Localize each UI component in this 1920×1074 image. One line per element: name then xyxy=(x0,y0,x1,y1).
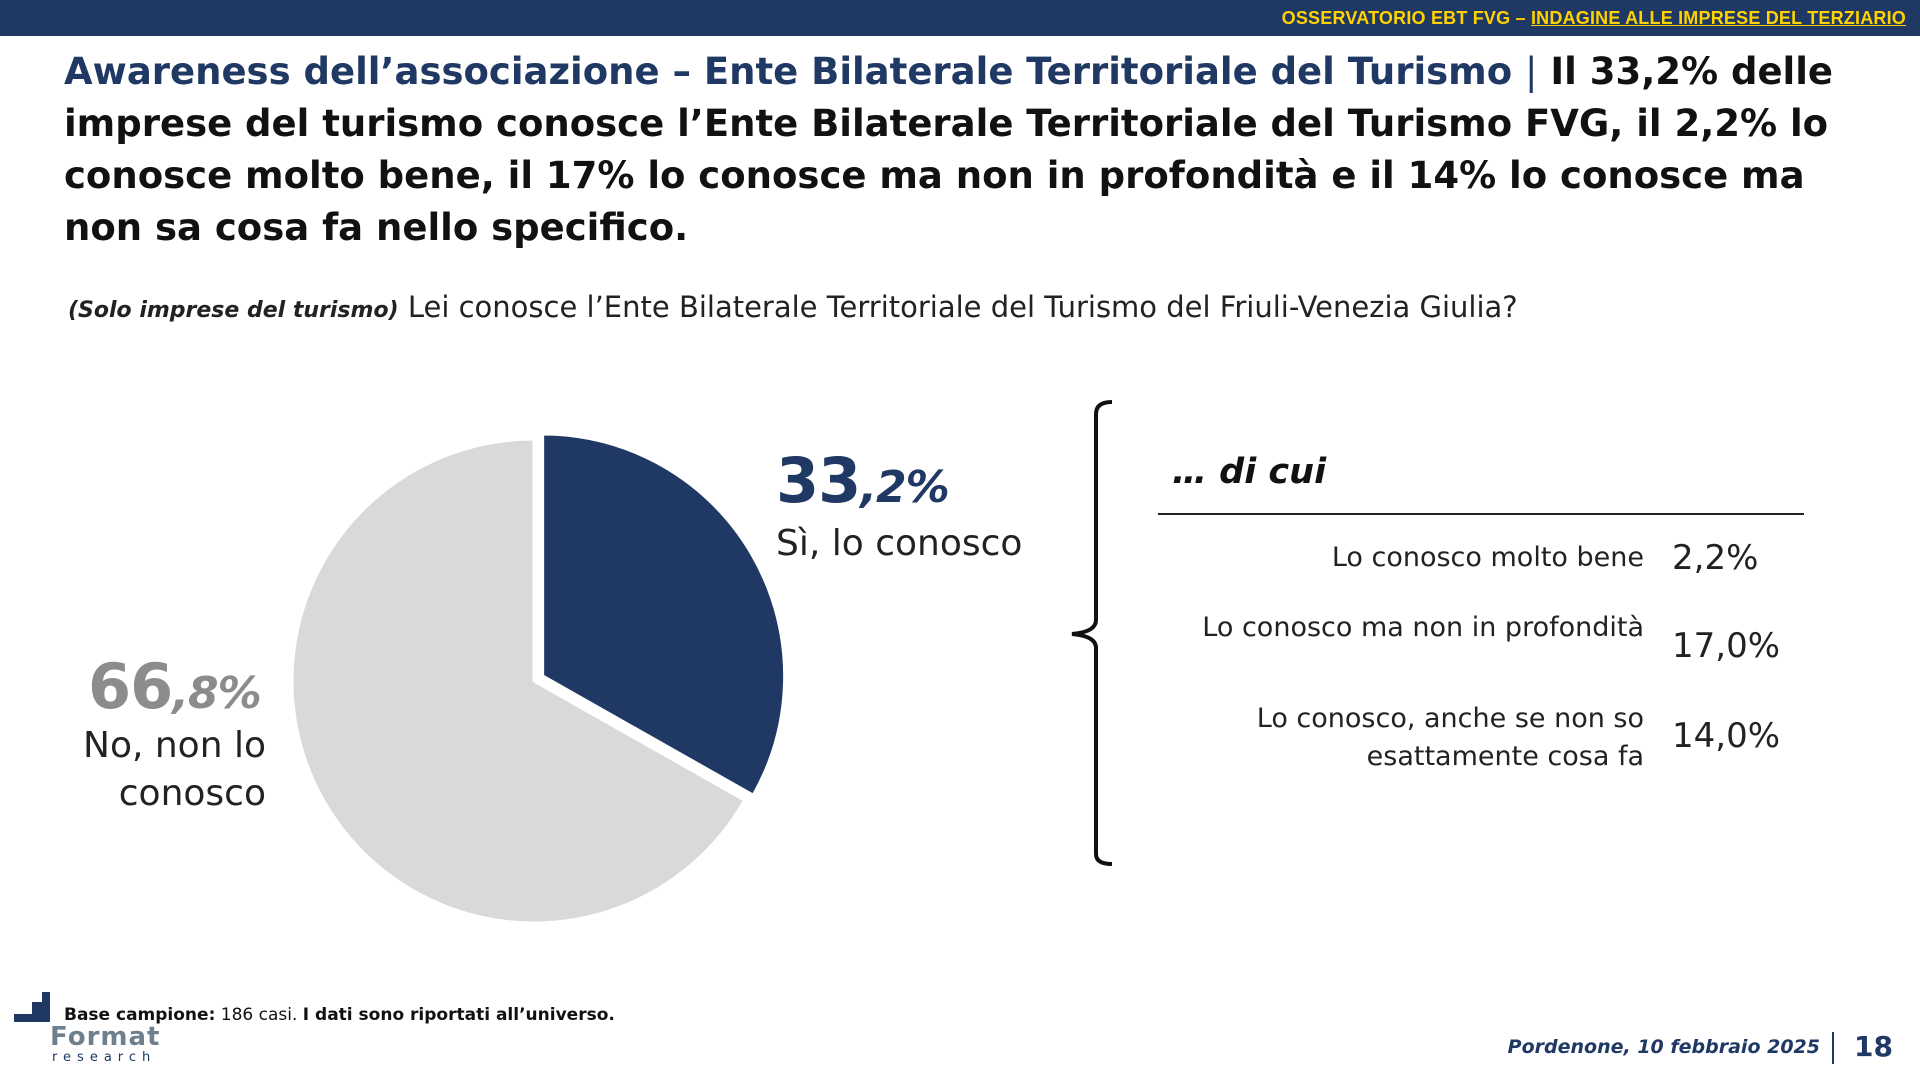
curly-brace xyxy=(1071,400,1113,866)
yes-label: Sì, lo conosco xyxy=(776,523,1023,564)
question-text: Lei conosce l’Ente Bilaterale Territoria… xyxy=(407,290,1518,324)
no-percentage-int: 66 xyxy=(88,650,173,723)
breakdown-label-1: Lo conosco molto bene xyxy=(1331,542,1644,573)
title-highlight: Awareness dell’associazione – Ente Bilat… xyxy=(64,50,1513,93)
logo-subtitle: research xyxy=(52,1050,157,1065)
no-label: No, non lo conosco xyxy=(83,725,266,814)
no-percentage-dec: ,8% xyxy=(172,668,261,719)
yes-percentage-dec: ,2% xyxy=(860,462,949,513)
banner-text: OSSERVATORIO EBT FVG – INDAGINE ALLE IMP… xyxy=(1282,8,1906,29)
no-percentage: 66,8% xyxy=(88,650,262,723)
breakdown-label-3: Lo conosco, anche se non so esattamente … xyxy=(1256,703,1644,772)
page-number: 18 xyxy=(1854,1030,1893,1063)
format-logo-icon xyxy=(14,992,50,1022)
base-label: Base campione: xyxy=(64,1005,216,1025)
breakdown-title: … di cui xyxy=(1172,452,1327,492)
pie-slice-yes xyxy=(541,432,787,798)
breakdown-value-2: 17,0% xyxy=(1672,626,1781,666)
yes-percentage: 33,2% xyxy=(776,444,950,517)
breakdown-label-2: Lo conosco ma non in profondità xyxy=(1202,612,1644,643)
pie-slice-no xyxy=(290,437,747,925)
footer-separator xyxy=(1832,1032,1834,1064)
breakdown-value-3: 14,0% xyxy=(1672,716,1781,756)
title-text: Il 33,2% delle imprese del turismo conos… xyxy=(64,50,1834,249)
title-separator: | xyxy=(1525,50,1538,93)
breakdown-divider xyxy=(1158,513,1804,515)
base-note: I dati sono riportati all’universo. xyxy=(302,1005,615,1025)
sample-base: Base campione: 186 casi. I dati sono rip… xyxy=(64,1005,615,1025)
top-banner: OSSERVATORIO EBT FVG – INDAGINE ALLE IMP… xyxy=(0,0,1920,36)
slide-title: Awareness dell’associazione – Ente Bilat… xyxy=(64,46,1884,254)
base-value: 186 casi. xyxy=(220,1005,298,1025)
banner-observatory: OSSERVATORIO EBT FVG – xyxy=(1281,8,1526,28)
yes-percentage-int: 33 xyxy=(776,444,861,517)
logo-wordmark: Format xyxy=(50,1022,161,1052)
survey-question: (Solo imprese del turismo) Lei conosce l… xyxy=(68,290,1868,324)
question-note: (Solo imprese del turismo) xyxy=(68,298,399,323)
footer-date: Pordenone, 10 febbraio 2025 xyxy=(1507,1036,1820,1058)
banner-survey: INDAGINE ALLE IMPRESE DEL TERZIARIO xyxy=(1530,8,1906,28)
breakdown-value-1: 2,2% xyxy=(1672,538,1759,578)
